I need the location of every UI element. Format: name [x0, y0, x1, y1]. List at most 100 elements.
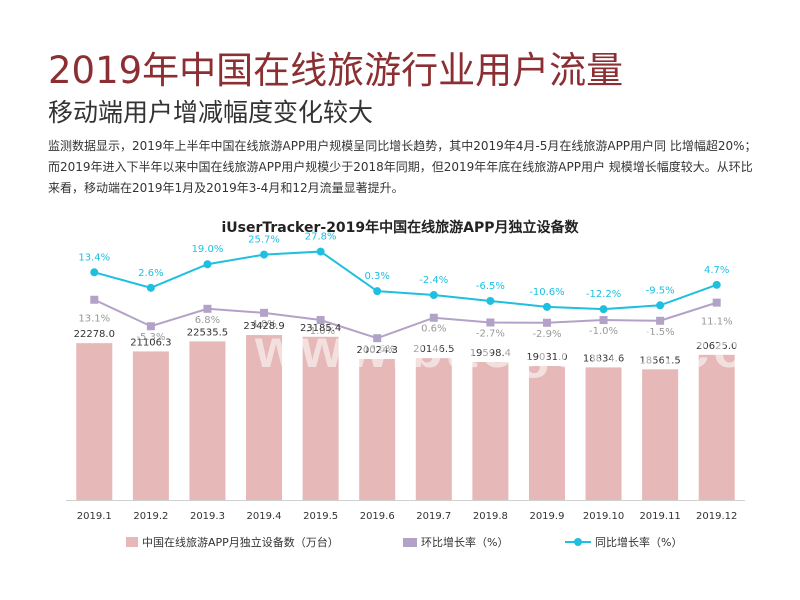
bar-label-9: 19031.0 [526, 352, 567, 363]
mom-label-8: -2.7% [476, 328, 505, 339]
mom-label-6: -13.6% [360, 344, 395, 355]
legend-label-mom: 环比增长率（%） [421, 536, 509, 549]
bar-12 [698, 354, 735, 500]
yoy-label-5: 27.8% [305, 232, 337, 243]
legend-label-yoy: 同比增长率（%） [595, 536, 683, 549]
mom-marker-3 [203, 304, 212, 313]
bar-label-8: 19598.4 [470, 348, 511, 359]
bar-label-7: 20146.5 [413, 344, 454, 355]
yoy-marker-6 [373, 287, 382, 296]
mom-label-11: -1.5% [646, 327, 675, 338]
bar-6 [359, 359, 396, 500]
bar-4 [246, 335, 283, 500]
bar-label-6: 20024.3 [357, 345, 398, 356]
x-tick-label-12: 2019.12 [696, 511, 737, 522]
bar-label-12: 20625.0 [696, 341, 737, 352]
yoy-label-2: 2.6% [138, 268, 163, 279]
bar-label-5: 23185.4 [300, 323, 341, 334]
mom-label-7: 0.6% [421, 324, 446, 335]
legend-label-devices: 中国在线旅游APP月独立设备数（万台） [142, 536, 339, 549]
mom-label-10: -1.0% [589, 326, 618, 337]
bar-9 [528, 366, 565, 500]
mom-marker-4 [260, 308, 269, 317]
legend-item-mom: 环比增长率（%） [403, 534, 508, 550]
mom-line [93, 298, 718, 340]
mom-marker-5 [316, 316, 325, 325]
yoy-label-3: 19.0% [192, 244, 224, 255]
bar-label-10: 18834.6 [583, 353, 624, 364]
mom-label-2: -5.3% [136, 332, 165, 343]
bar-3 [189, 341, 226, 500]
x-tick-label-1: 2019.1 [77, 511, 112, 522]
bar-label-1: 22278.0 [74, 329, 115, 340]
mom-label-3: 6.8% [195, 315, 220, 326]
bar-5 [302, 336, 339, 500]
yoy-label-8: -6.5% [476, 281, 505, 292]
bar-8 [472, 362, 509, 500]
yoy-marker-9 [542, 302, 551, 311]
yoy-label-4: 25.7% [248, 235, 280, 246]
bar-label-3: 22535.5 [187, 327, 228, 338]
yoy-label-7: -2.4% [419, 275, 448, 286]
bar-label-4: 23428.9 [243, 321, 284, 332]
mom-marker-12 [712, 298, 721, 307]
legend-swatch-bar [126, 537, 138, 547]
page-subtitle: 移动端用户增减幅度变化较大 [48, 98, 374, 127]
yoy-label-1: 13.4% [78, 252, 110, 263]
mom-marker-2 [146, 322, 155, 331]
bar-11 [642, 369, 679, 500]
mom-marker-1 [90, 295, 99, 304]
yoy-label-12: 4.7% [704, 265, 729, 276]
legend-item-devices: 中国在线旅游APP月独立设备数（万台） [126, 534, 339, 550]
mom-label-12: 11.1% [701, 317, 733, 328]
legend-swatch-mom [403, 537, 417, 547]
x-tick-label-2: 2019.2 [133, 511, 168, 522]
mom-marker-10 [599, 316, 608, 325]
x-tick-label-4: 2019.4 [247, 511, 282, 522]
yoy-marker-10 [599, 305, 608, 314]
bar-label-11: 18561.5 [639, 355, 680, 366]
yoy-label-11: -9.5% [646, 285, 675, 296]
yoy-marker-7 [429, 291, 438, 300]
mom-marker-6 [373, 334, 382, 343]
x-tick-label-9: 2019.9 [529, 511, 564, 522]
bar-2 [132, 351, 169, 500]
yoy-line [94, 250, 718, 311]
mom-label-5: -1.0% [306, 326, 335, 337]
mom-marker-7 [429, 313, 438, 322]
yoy-label-6: 0.3% [365, 271, 390, 282]
yoy-marker-3 [203, 260, 212, 269]
yoy-marker-12 [712, 280, 721, 289]
x-tick-label-7: 2019.7 [416, 511, 451, 522]
mom-marker-9 [542, 318, 551, 327]
x-tick-label-10: 2019.10 [583, 511, 624, 522]
bar-1 [76, 343, 113, 500]
mom-marker-8 [486, 318, 495, 327]
bar-7 [415, 358, 452, 500]
yoy-marker-5 [316, 247, 325, 256]
legend-item-yoy: 同比增长率（%） [565, 534, 682, 550]
yoy-marker-2 [146, 283, 155, 292]
mom-marker-11 [656, 316, 665, 325]
x-tick-label-5: 2019.5 [303, 511, 338, 522]
chart-title: iUserTracker-2019年中国在线旅游APP月独立设备数 [221, 219, 579, 236]
page-description: 监测数据显示，2019年上半年中国在线旅游APP用户规模呈同比增长趋势，其中20… [48, 139, 757, 195]
yoy-label-10: -12.2% [586, 289, 621, 300]
yoy-marker-4 [260, 250, 269, 259]
x-tick-label-8: 2019.8 [473, 511, 508, 522]
page-title: 2019年中国在线旅游行业用户流量 [48, 49, 624, 92]
mom-label-9: -2.9% [532, 329, 561, 340]
yoy-marker-11 [656, 301, 665, 310]
legend-swatch-yoy [565, 537, 591, 547]
mom-label-4: 4.0% [251, 319, 276, 330]
x-tick-label-11: 2019.11 [639, 511, 680, 522]
yoy-marker-8 [486, 296, 495, 305]
yoy-marker-1 [90, 268, 99, 277]
x-tick-label-3: 2019.3 [190, 511, 225, 522]
bar-label-2: 21106.3 [130, 337, 171, 348]
mom-label-1: 13.1% [78, 314, 110, 325]
yoy-label-9: -10.6% [529, 287, 564, 298]
x-tick-label-6: 2019.6 [360, 511, 395, 522]
bar-10 [585, 367, 622, 500]
